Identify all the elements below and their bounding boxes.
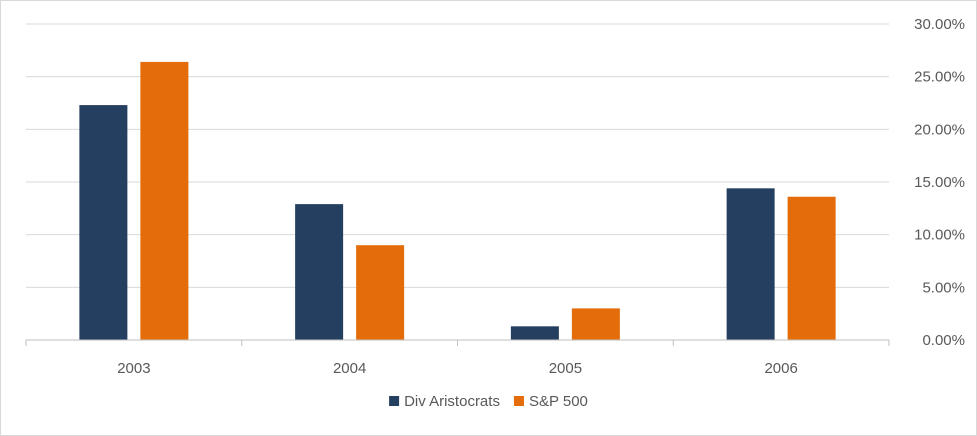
bar-div-aristocrats-2003: [79, 105, 128, 341]
bars: [79, 61, 836, 341]
bar-s-p-500-2003: [140, 61, 189, 341]
y-tick-label: 20.00%: [914, 121, 965, 138]
bar-s-p-500-2006: [787, 196, 836, 340]
y-tick-label: 30.00%: [914, 16, 965, 33]
y-tick-label: 5.00%: [922, 279, 965, 296]
y-tick-label: 25.00%: [914, 69, 965, 86]
bar-div-aristocrats-2005: [510, 326, 559, 340]
legend-item: Div Aristocrats: [389, 393, 500, 410]
legend-item: S&P 500: [513, 393, 588, 410]
x-tick-label: 2003: [117, 360, 150, 377]
legend-swatch: [389, 396, 400, 406]
x-tick-label: 2005: [549, 360, 582, 377]
bar-div-aristocrats-2006: [726, 188, 775, 340]
x-tick-label: 2004: [333, 360, 366, 377]
y-tick-label: 10.00%: [914, 227, 965, 244]
legend-label: Div Aristocrats: [404, 393, 500, 410]
legend-swatch: [513, 396, 524, 406]
legend: Div Aristocrats S&P 500: [389, 393, 588, 410]
y-tick-label: 15.00%: [914, 174, 965, 191]
y-tick-label: 0.00%: [922, 332, 965, 349]
legend-label: S&P 500: [529, 393, 588, 410]
x-tick-label: 2006: [764, 360, 797, 377]
bar-s-p-500-2005: [571, 308, 620, 340]
axes: 0.00% 5.00% 10.00% 15.00% 20.00% 25.00% 30.00%…: [25, 16, 965, 377]
bar-div-aristocrats-2004: [295, 204, 344, 340]
bar-s-p-500-2004: [356, 245, 405, 340]
